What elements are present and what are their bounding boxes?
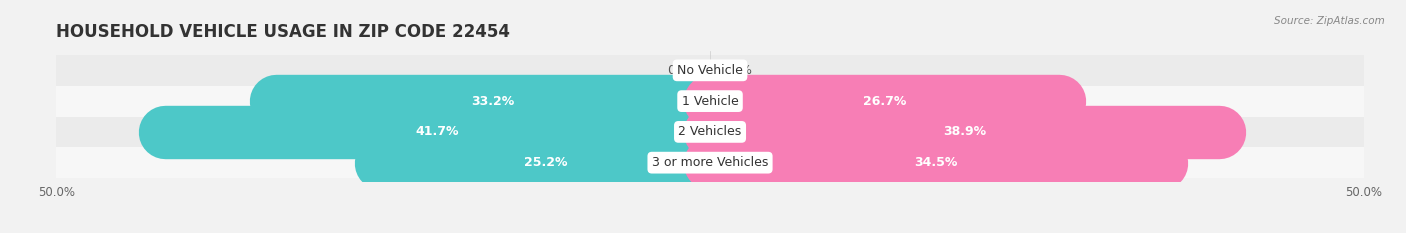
Text: 41.7%: 41.7% [416, 125, 460, 138]
Text: HOUSEHOLD VEHICLE USAGE IN ZIP CODE 22454: HOUSEHOLD VEHICLE USAGE IN ZIP CODE 2245… [56, 23, 510, 41]
Text: Source: ZipAtlas.com: Source: ZipAtlas.com [1274, 16, 1385, 26]
Bar [56, 116, 1364, 147]
Text: 0.0%: 0.0% [668, 64, 700, 77]
Text: 3 or more Vehicles: 3 or more Vehicles [652, 156, 768, 169]
Bar [165, 122, 710, 141]
Text: 1 Vehicle: 1 Vehicle [682, 95, 738, 108]
Bar [276, 92, 710, 111]
Text: 33.2%: 33.2% [471, 95, 515, 108]
Bar [381, 153, 710, 172]
Bar [56, 55, 1364, 86]
Text: 38.9%: 38.9% [943, 125, 986, 138]
Text: 2 Vehicles: 2 Vehicles [679, 125, 741, 138]
Text: 0.0%: 0.0% [720, 64, 752, 77]
Text: No Vehicle: No Vehicle [678, 64, 742, 77]
Text: 34.5%: 34.5% [914, 156, 957, 169]
Text: 26.7%: 26.7% [863, 95, 907, 108]
Text: 25.2%: 25.2% [523, 156, 567, 169]
Bar [56, 147, 1364, 178]
Bar [56, 86, 1364, 116]
